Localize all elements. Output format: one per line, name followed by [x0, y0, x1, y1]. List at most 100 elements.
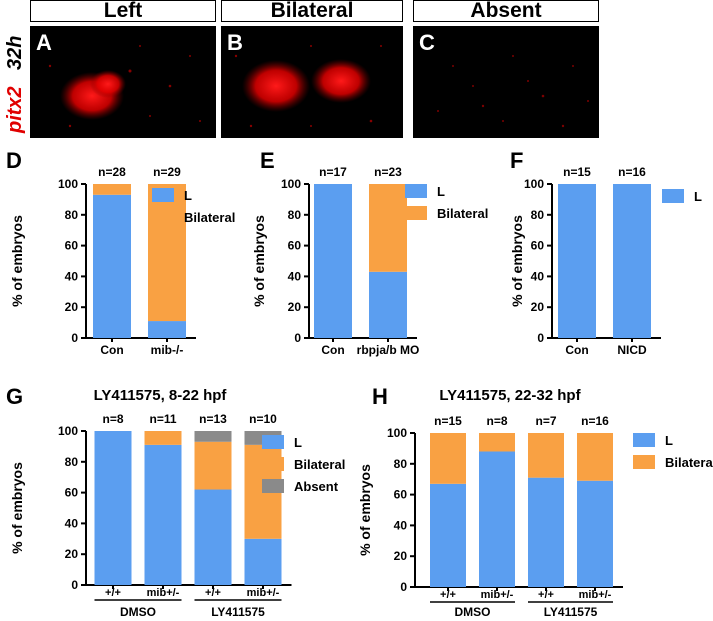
chart-f-ytick-label: 20 — [531, 300, 545, 314]
chart-e-category-label: rbpja/b MO — [357, 343, 420, 357]
chart-e-ylabel: % of embryos — [251, 215, 267, 307]
chart-d-legend-swatch-l — [152, 188, 174, 202]
panel-a-label: A — [36, 30, 52, 55]
chart-h-bar-bilateral — [577, 433, 613, 481]
chart-h-bar-bilateral — [430, 433, 466, 484]
header-absent: Absent — [413, 0, 599, 22]
chart-g-group-label: DMSO — [120, 605, 156, 619]
chart-e-bar-l — [369, 271, 407, 338]
chart-g-bar-l — [194, 489, 232, 585]
chart-g-n-label: n=10 — [249, 412, 277, 426]
chart-h-bar-l — [479, 451, 515, 587]
header-bilateral: Bilateral — [221, 0, 403, 22]
chart-e-legend-label: Bilateral — [437, 206, 488, 221]
chart-f-bar-l — [613, 184, 651, 338]
chart-f-ytick-label: 80 — [531, 208, 545, 222]
chart-f-legend-label: L — [694, 189, 702, 204]
chart-g-category-label: +/+ — [205, 587, 221, 599]
chart-f-ytick-label: 100 — [524, 177, 544, 191]
panel-d-label: D — [6, 148, 22, 173]
chart-f-category-label: Con — [565, 343, 588, 357]
chart-g-legend-swatch-bilateral — [262, 457, 284, 471]
chart-g-ytick-label: 100 — [58, 424, 78, 438]
chart-e-legend-swatch-bilateral — [405, 206, 427, 220]
micrograph-absent: C — [413, 26, 599, 138]
chart-d-ytick-label: 0 — [71, 331, 78, 345]
chart-g-ytick-label: 60 — [65, 486, 79, 500]
chart-h-category-label: mib+/- — [579, 589, 612, 601]
panel-h-label: H — [372, 384, 388, 409]
chart-g-legend-label: Absent — [294, 479, 339, 494]
chart-d-legend-label: L — [184, 188, 192, 203]
chart-d-bar-l — [148, 321, 186, 338]
chart-g-legend-label: L — [294, 435, 302, 450]
panel-e-label: E — [260, 148, 275, 173]
chart-f-category-label: NICD — [617, 343, 647, 357]
chart-h-group-label: LY411575 — [544, 605, 598, 619]
chart-g-bar-l — [244, 538, 282, 585]
chart-g-category-label: mib+/- — [247, 587, 280, 599]
micrograph-left-image — [48, 45, 201, 128]
chart-g-ylabel: % of embryos — [9, 462, 25, 554]
chart-h-bar-l — [430, 483, 466, 587]
chart-h-legend-label: L — [665, 433, 673, 448]
chart-g-ytick-label: 80 — [65, 455, 79, 469]
chart-g-legend-swatch-l — [262, 435, 284, 449]
chart-e-bar-l — [314, 184, 352, 338]
panel-b-label: B — [227, 30, 243, 55]
chart-e-ytick-label: 100 — [281, 177, 301, 191]
chart-g-category-label: mib+/- — [147, 587, 180, 599]
chart-d-n-label: n=29 — [153, 165, 181, 179]
chart-h-n-label: n=16 — [581, 414, 609, 428]
panel-f-label: F — [510, 148, 524, 173]
chart-d-ytick-label: 80 — [65, 208, 79, 222]
chart-h-ytick-label: 40 — [394, 518, 408, 532]
chart-d-bar-l — [93, 194, 131, 338]
chart-f-n-label: n=15 — [563, 165, 591, 179]
chart-d-category-label: mib-/- — [151, 343, 184, 357]
chart-f-ytick-label: 60 — [531, 239, 545, 253]
chart-g-bar-l — [94, 431, 132, 585]
chart-h-bar-l — [577, 480, 613, 587]
chart-h-legend-swatch-l — [633, 433, 655, 447]
chart-h-bar-bilateral — [528, 433, 564, 478]
chart-h-n-label: n=8 — [486, 414, 507, 428]
chart-e-legend-swatch-l — [405, 184, 427, 198]
chart-g-n-label: n=11 — [149, 412, 176, 426]
chart-f-ytick-label: 0 — [537, 331, 544, 345]
chart-h-n-label: n=7 — [535, 414, 556, 428]
micrograph-bilateral-image — [234, 45, 382, 128]
chart-g-bar-absent — [194, 431, 232, 442]
chart-g-bar-bilateral — [144, 431, 182, 445]
chart-g-group-label: LY411575 — [211, 605, 265, 619]
chart-g-n-label: n=8 — [102, 412, 123, 426]
chart-h-category-label: +/+ — [440, 589, 456, 601]
chart-f-legend-swatch-l — [662, 189, 684, 203]
chart-h-n-label: n=15 — [434, 414, 462, 428]
chart-h-legend-label: Bilateral — [665, 455, 713, 470]
chart-e-ytick-label: 0 — [294, 331, 301, 345]
chart-h-title: LY411575, 22-32 hpf — [439, 387, 581, 404]
chart-d-n-label: n=28 — [98, 165, 126, 179]
chart-d-legend-label: Bilateral — [184, 210, 235, 225]
chart-h-ytick-label: 0 — [400, 580, 407, 594]
chart-e-ytick-label: 20 — [288, 300, 302, 314]
chart-d-ytick-label: 60 — [65, 239, 79, 253]
chart-f-n-label: n=16 — [618, 165, 646, 179]
chart-g-category-label: +/+ — [105, 587, 121, 599]
chart-g-bar-bilateral — [194, 441, 232, 490]
chart-d-category-label: Con — [100, 343, 123, 357]
micrograph-absent-image — [437, 55, 589, 128]
chart-d-ytick-label: 20 — [65, 300, 79, 314]
chart-g-bar-l — [144, 444, 182, 585]
chart-g-title: LY411575, 8-22 hpf — [94, 387, 228, 404]
chart-h-ytick-label: 60 — [394, 488, 408, 502]
chart-e-ytick-label: 40 — [288, 269, 302, 283]
chart-f-ylabel: % of embryos — [509, 215, 525, 307]
chart-h-category-label: +/+ — [538, 589, 554, 601]
chart-h-ytick-label: 80 — [394, 457, 408, 471]
chart-e-ytick-label: 60 — [288, 239, 302, 253]
chart-e-legend-label: L — [437, 184, 445, 199]
chart-e-n-label: n=17 — [319, 165, 347, 179]
